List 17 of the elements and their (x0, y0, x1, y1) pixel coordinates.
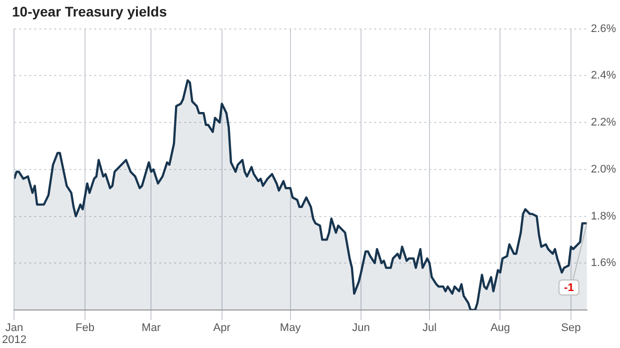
annotation: -1 (564, 282, 574, 294)
y-tick-label: 2.6% (590, 22, 616, 35)
x-tick-label: Mar (142, 322, 161, 334)
x-tick-label: Apr (213, 322, 231, 334)
y-tick-label: 2.2% (590, 116, 616, 129)
y-tick-label: 1.6% (590, 257, 616, 270)
x-tick-label: Jan 2012 (2, 322, 26, 346)
x-tick-label: May (280, 322, 302, 334)
x-tick-label: Sep (561, 322, 581, 334)
x-tick-label: Feb (75, 322, 94, 334)
x-tick-label: Jul (422, 322, 437, 334)
y-tick-label: 2.4% (590, 70, 616, 82)
x-tick-label: Aug (490, 322, 510, 334)
x-tick-label: Jun (352, 322, 370, 334)
chart-title: 10-year Treasury yields (12, 3, 168, 20)
y-tick-label: 1.8% (590, 210, 616, 222)
y-tick-label: 2.0% (590, 163, 616, 176)
